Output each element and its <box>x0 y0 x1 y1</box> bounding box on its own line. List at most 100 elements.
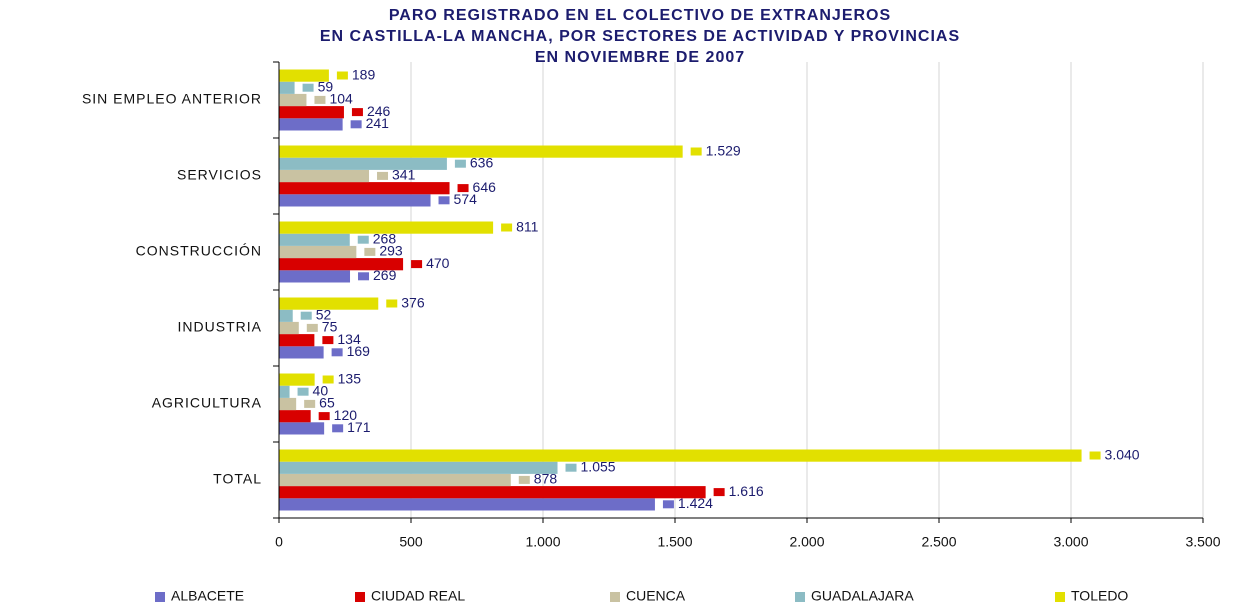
bar <box>279 81 295 94</box>
x-tick-label: 3.000 <box>1053 534 1088 550</box>
label-key <box>302 83 314 92</box>
legend-label: ALBACETE <box>171 588 244 604</box>
chart-title: EN NOVIEMBRE DE 2007 <box>535 49 745 66</box>
value-label: 104 <box>329 91 353 107</box>
bar <box>279 498 655 511</box>
value-label: 1.424 <box>678 495 713 511</box>
value-label: 269 <box>373 267 397 283</box>
value-label: 135 <box>338 370 362 386</box>
value-label: 75 <box>322 319 338 335</box>
bar <box>279 385 290 398</box>
label-key <box>306 323 318 332</box>
label-key <box>690 147 702 156</box>
bar <box>279 449 1082 462</box>
legend-swatch <box>155 592 165 602</box>
value-label: 40 <box>313 383 329 399</box>
value-label: 1.529 <box>706 142 741 158</box>
value-label: 189 <box>352 66 376 82</box>
bar <box>279 297 379 310</box>
label-key <box>457 184 469 193</box>
label-key <box>386 299 398 308</box>
label-key <box>364 247 376 256</box>
value-label: 646 <box>473 179 497 195</box>
label-key <box>297 387 309 396</box>
x-tick-label: 2.500 <box>921 534 956 550</box>
bar <box>279 334 315 347</box>
label-key <box>411 260 423 269</box>
bar <box>279 157 447 170</box>
legend-swatch <box>355 592 365 602</box>
bar <box>279 221 494 234</box>
value-label: 246 <box>367 103 391 119</box>
category-label: INDUSTRIA <box>178 319 262 335</box>
x-tick-label: 500 <box>399 534 423 550</box>
legend-label: CUENCA <box>626 588 686 604</box>
bar <box>279 233 350 246</box>
value-label: 3.040 <box>1105 446 1140 462</box>
label-key <box>332 424 344 433</box>
bar <box>279 118 343 131</box>
label-key <box>518 475 530 484</box>
label-key <box>351 108 363 117</box>
value-label: 241 <box>366 115 390 131</box>
bar <box>279 106 344 119</box>
label-key <box>322 375 334 384</box>
label-key <box>350 120 362 129</box>
legend-label: TOLEDO <box>1071 588 1128 604</box>
bar <box>279 422 325 435</box>
label-key <box>713 488 725 497</box>
x-tick-label: 2.000 <box>789 534 824 550</box>
bar <box>279 410 311 423</box>
category-label: AGRICULTURA <box>152 395 262 411</box>
label-key <box>358 272 370 281</box>
label-key <box>331 348 343 357</box>
bar <box>279 258 404 271</box>
category-label: CONSTRUCCIÓN <box>136 243 262 259</box>
value-label: 52 <box>316 307 332 323</box>
label-key <box>300 311 312 320</box>
label-key <box>322 336 334 345</box>
value-label: 341 <box>392 167 416 183</box>
bar <box>279 321 299 335</box>
x-tick-label: 1.500 <box>657 534 692 550</box>
label-key <box>438 196 450 205</box>
value-label: 134 <box>337 331 361 347</box>
x-tick-label: 1.000 <box>525 534 560 550</box>
bar <box>279 169 370 183</box>
category-label: SIN EMPLEO ANTERIOR <box>82 91 262 107</box>
value-label: 120 <box>334 407 358 423</box>
value-label: 811 <box>516 218 539 234</box>
bar <box>279 309 293 322</box>
legend-swatch <box>610 592 620 602</box>
x-tick-label: 3.500 <box>1185 534 1220 550</box>
bar <box>279 270 351 283</box>
label-key <box>501 223 513 232</box>
value-label: 169 <box>347 343 371 359</box>
bar <box>279 93 307 107</box>
value-label: 574 <box>454 191 478 207</box>
label-key <box>357 235 369 244</box>
category-label: TOTAL <box>213 471 262 487</box>
label-key <box>662 500 674 509</box>
legend-swatch <box>1055 592 1065 602</box>
value-label: 171 <box>347 419 371 435</box>
label-key <box>314 95 326 104</box>
value-label: 878 <box>534 471 558 487</box>
value-label: 59 <box>318 79 334 95</box>
bar <box>279 473 511 487</box>
label-key <box>304 399 316 408</box>
bar <box>279 346 324 359</box>
value-label: 636 <box>470 155 494 171</box>
label-key <box>454 159 466 168</box>
bar <box>279 145 683 158</box>
value-label: 293 <box>379 243 403 259</box>
label-key <box>336 71 348 80</box>
bar <box>279 194 431 207</box>
bar <box>279 373 315 386</box>
label-key <box>377 171 389 180</box>
label-key <box>318 412 330 421</box>
legend-label: CIUDAD REAL <box>371 588 465 604</box>
value-label: 1.616 <box>729 483 764 499</box>
label-key <box>1089 451 1101 460</box>
